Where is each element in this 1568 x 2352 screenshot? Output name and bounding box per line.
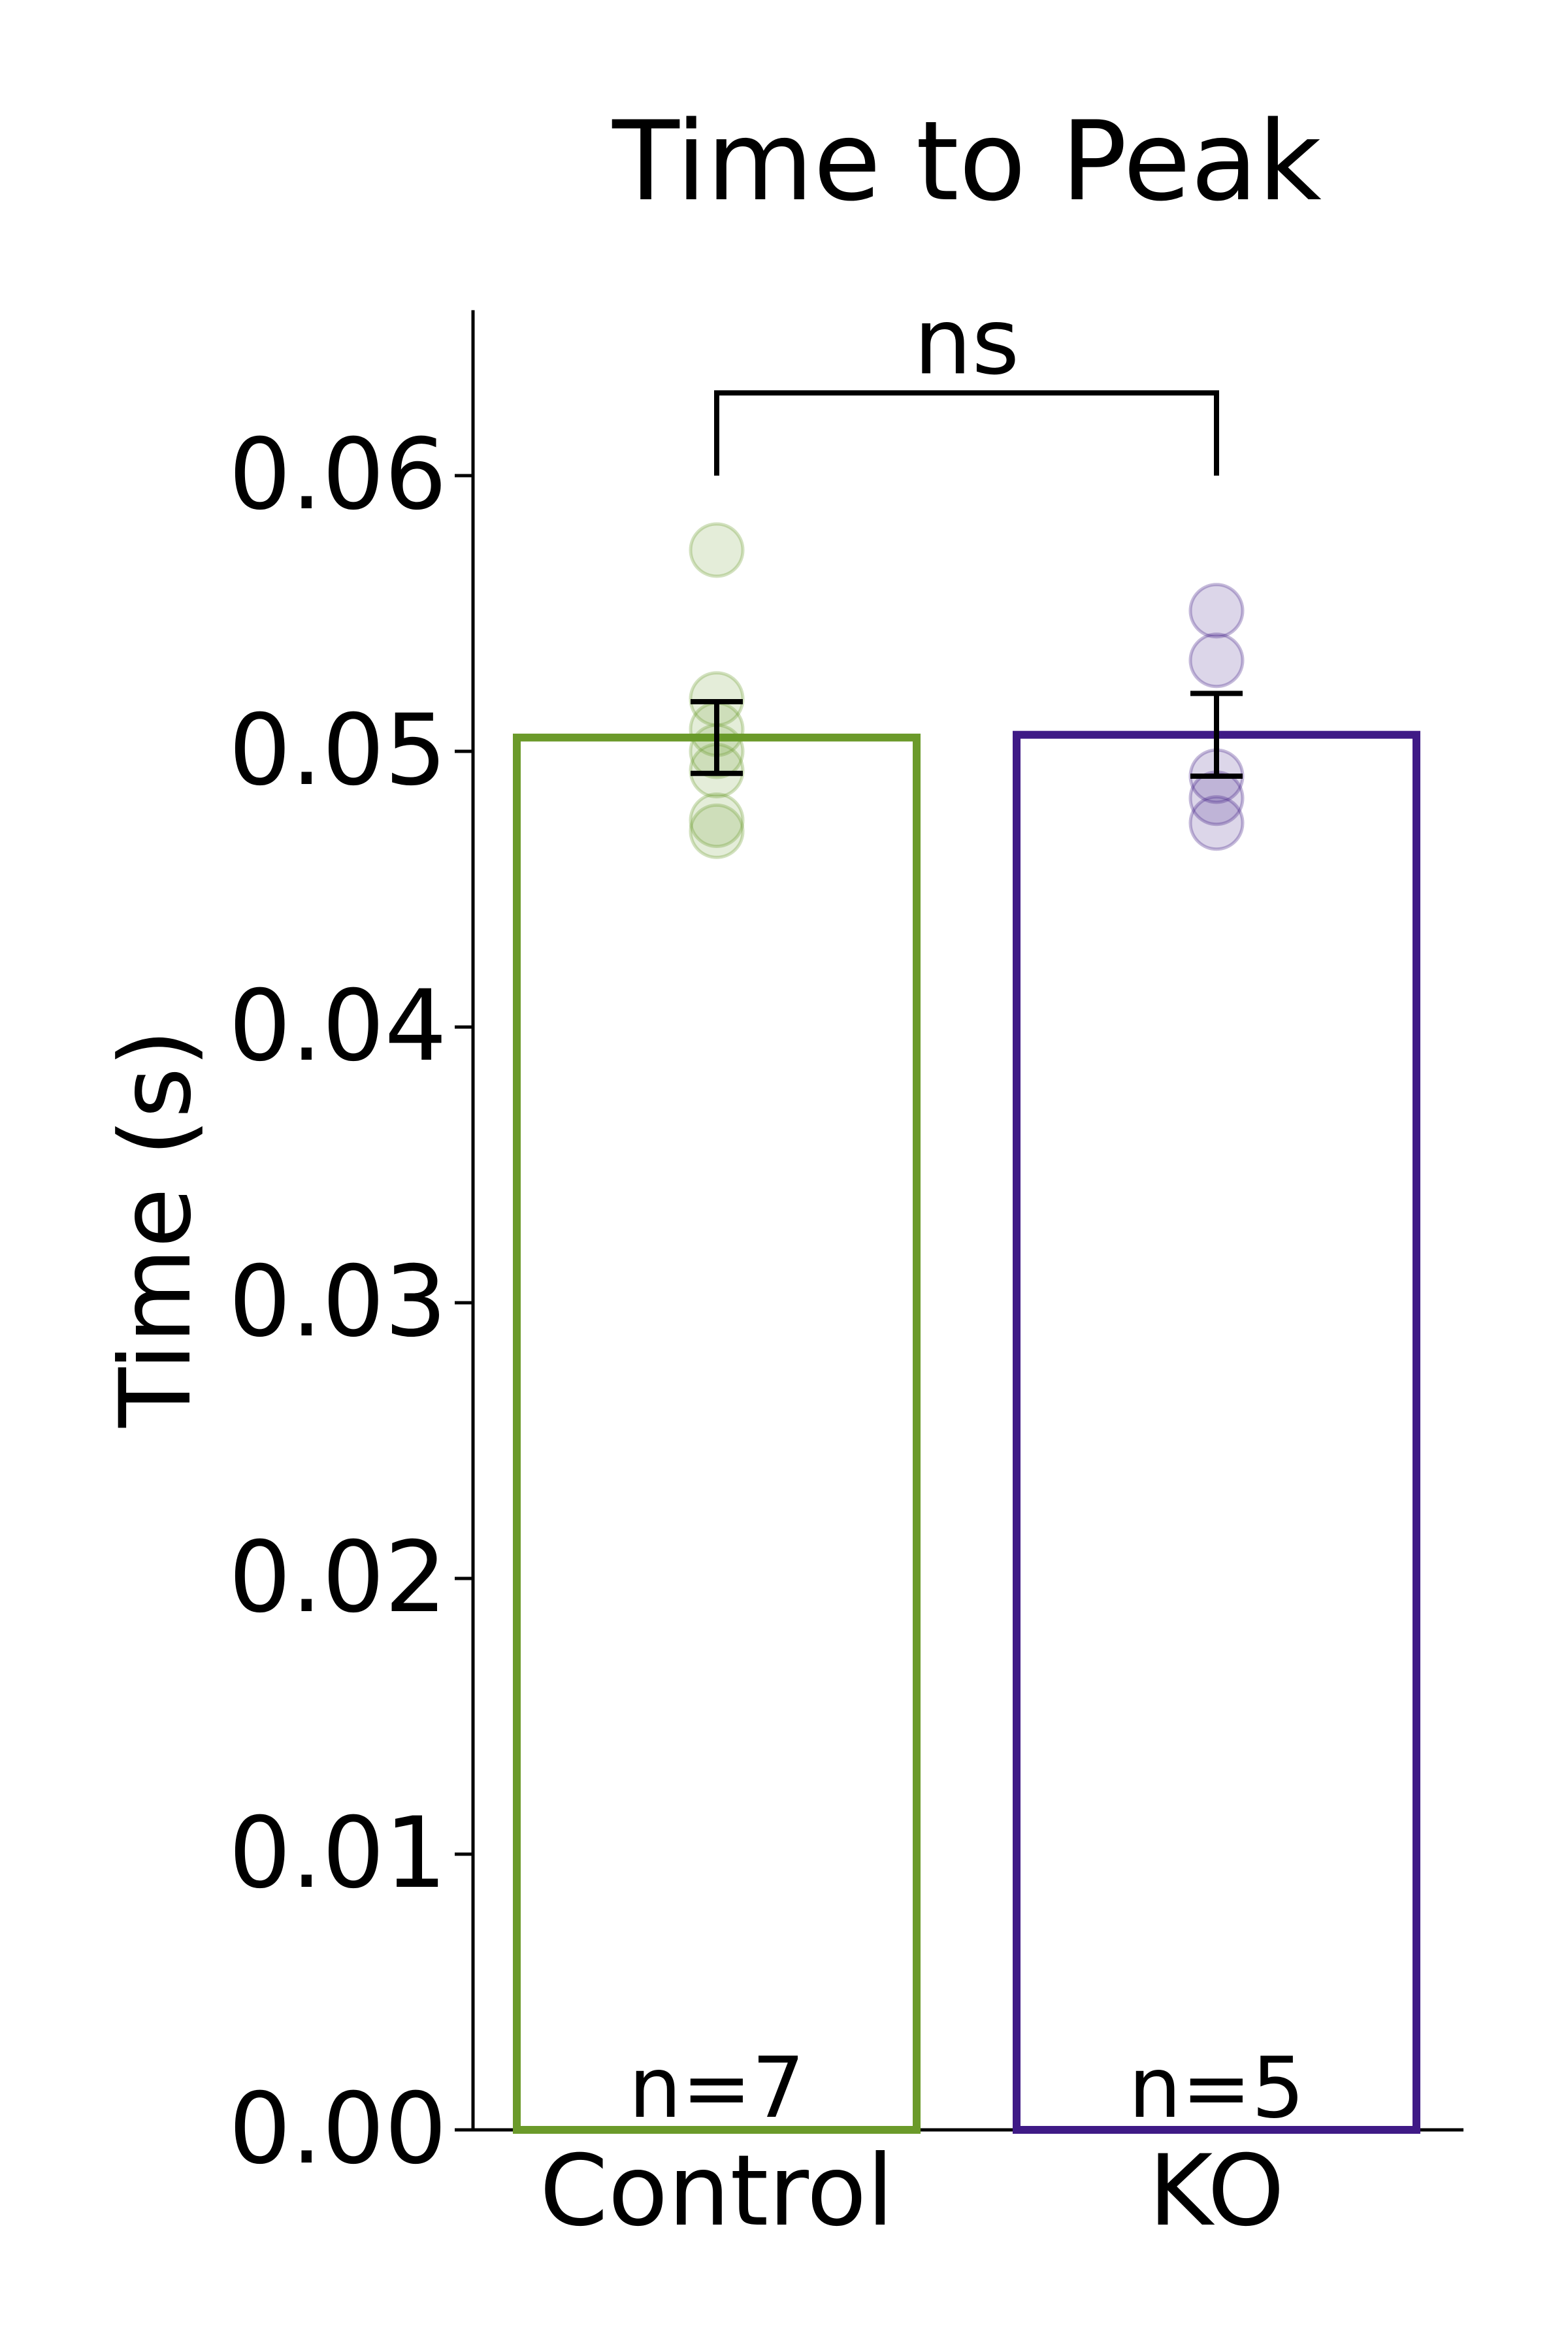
bar-ko — [1013, 730, 1420, 2134]
chart-title: Time to Peak — [612, 97, 1322, 225]
data-point — [689, 792, 745, 848]
bar-control — [513, 733, 921, 2134]
x-tick-label: Control — [540, 2134, 894, 2248]
data-point — [689, 803, 745, 859]
n-label: n=7 — [629, 2040, 805, 2137]
y-tick-label: 0.04 — [229, 970, 447, 1083]
x-tick-label: KO — [1149, 2134, 1284, 2248]
data-point — [689, 522, 745, 578]
y-tick-label: 0.02 — [229, 1521, 447, 1635]
data-point — [1188, 583, 1245, 639]
n-label: n=5 — [1128, 2040, 1305, 2137]
y-axis-label: Time (s) — [99, 1029, 213, 1428]
y-tick-label: 0.00 — [229, 2072, 447, 2186]
y-tick-label: 0.06 — [229, 418, 447, 532]
data-point — [1188, 632, 1245, 689]
data-point — [1188, 795, 1245, 851]
y-tick-label: 0.01 — [229, 1797, 447, 1910]
significance-label: ns — [914, 289, 1020, 395]
significance-bracket — [714, 390, 1219, 476]
y-tick-label: 0.03 — [229, 1245, 447, 1359]
y-tick-label: 0.05 — [229, 694, 447, 808]
